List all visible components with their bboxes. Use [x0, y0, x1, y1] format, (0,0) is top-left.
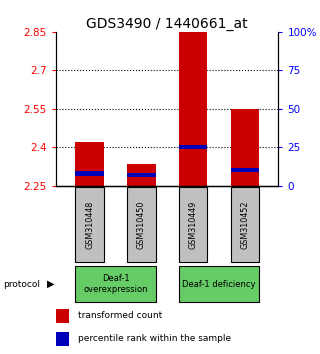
Bar [127, 173, 156, 177]
Bar [76, 266, 156, 302]
Title: GDS3490 / 1440661_at: GDS3490 / 1440661_at [86, 17, 248, 31]
Text: protocol: protocol [3, 280, 40, 289]
Text: GSM310450: GSM310450 [137, 201, 146, 249]
Bar [56, 332, 69, 346]
Bar [179, 32, 207, 186]
Bar [56, 309, 69, 323]
Bar [230, 109, 259, 186]
Text: GSM310449: GSM310449 [188, 201, 197, 249]
Bar [127, 187, 156, 262]
Text: percentile rank within the sample: percentile rank within the sample [78, 335, 231, 343]
Bar [179, 266, 259, 302]
Bar [179, 187, 207, 262]
Text: transformed count: transformed count [78, 312, 163, 320]
Text: Deaf-1
overexpression: Deaf-1 overexpression [83, 274, 148, 294]
Text: GSM310448: GSM310448 [85, 201, 94, 249]
Bar [230, 187, 259, 262]
Bar [76, 187, 104, 262]
Bar [76, 171, 104, 176]
Text: ▶: ▶ [47, 279, 55, 289]
Bar [179, 144, 207, 149]
Bar [230, 168, 259, 172]
Bar [76, 142, 104, 186]
Bar [127, 164, 156, 186]
Text: Deaf-1 deficiency: Deaf-1 deficiency [182, 280, 256, 289]
Text: GSM310452: GSM310452 [240, 200, 249, 249]
